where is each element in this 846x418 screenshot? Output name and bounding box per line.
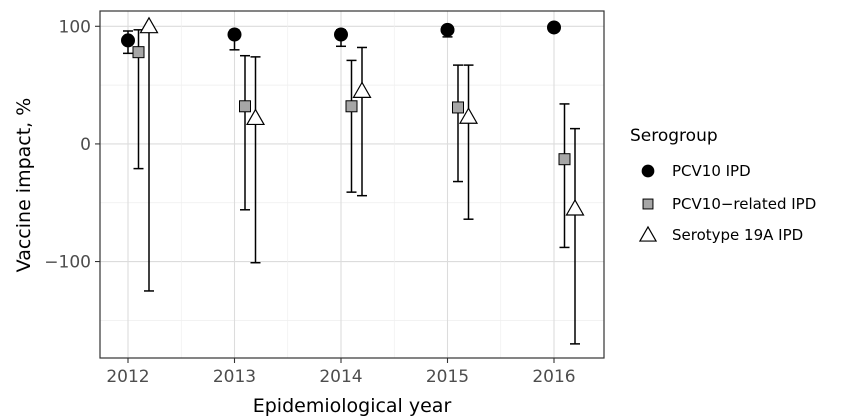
legend-label: PCV10 IPD xyxy=(672,162,751,180)
data-point-triangle xyxy=(139,16,159,34)
data-point-square xyxy=(239,100,251,113)
data-point-triangle xyxy=(458,107,479,124)
panel-border xyxy=(99,10,605,359)
data-point-circle xyxy=(334,27,348,42)
data-point-circle xyxy=(121,33,135,48)
data-points xyxy=(121,16,585,216)
x-tick-label: 2016 xyxy=(532,367,575,387)
legend-key-triangle xyxy=(638,225,658,242)
x-axis-ticks: 2012 2013 2014 2015 2016 xyxy=(106,358,576,387)
x-tick-label: 2013 xyxy=(213,367,256,387)
data-point-circle xyxy=(547,20,561,35)
data-point-triangle xyxy=(352,81,372,98)
data-point-square xyxy=(452,101,464,114)
y-tick-label: −100 xyxy=(44,253,91,273)
legend-label: Serotype 19A IPD xyxy=(672,226,803,244)
data-point-triangle xyxy=(565,198,585,216)
x-tick-label: 2015 xyxy=(426,367,469,387)
data-point-square xyxy=(132,46,145,59)
x-axis-title: Epidemiological year xyxy=(253,395,452,417)
y-tick-label: 100 xyxy=(59,17,91,37)
legend-label: PCV10−related IPD xyxy=(672,195,816,213)
legend: Serogroup PCV10 IPD PCV10−related IPD Sero… xyxy=(630,126,816,244)
data-point-square xyxy=(558,153,571,166)
legend-key-square xyxy=(642,198,654,210)
x-tick-label: 2012 xyxy=(106,367,149,387)
data-point-square xyxy=(345,100,358,113)
data-point-triangle xyxy=(245,108,266,126)
data-point-circle xyxy=(227,27,242,42)
y-tick-label: 0 xyxy=(80,135,91,155)
data-point-circle xyxy=(440,22,455,37)
y-axis-ticks: 100 0 −100 xyxy=(44,17,100,273)
x-tick-label: 2014 xyxy=(319,367,362,387)
y-axis-title: Vaccine impact, % xyxy=(13,98,35,273)
legend-key-circle xyxy=(641,164,655,178)
legend-title: Serogroup xyxy=(630,126,718,146)
